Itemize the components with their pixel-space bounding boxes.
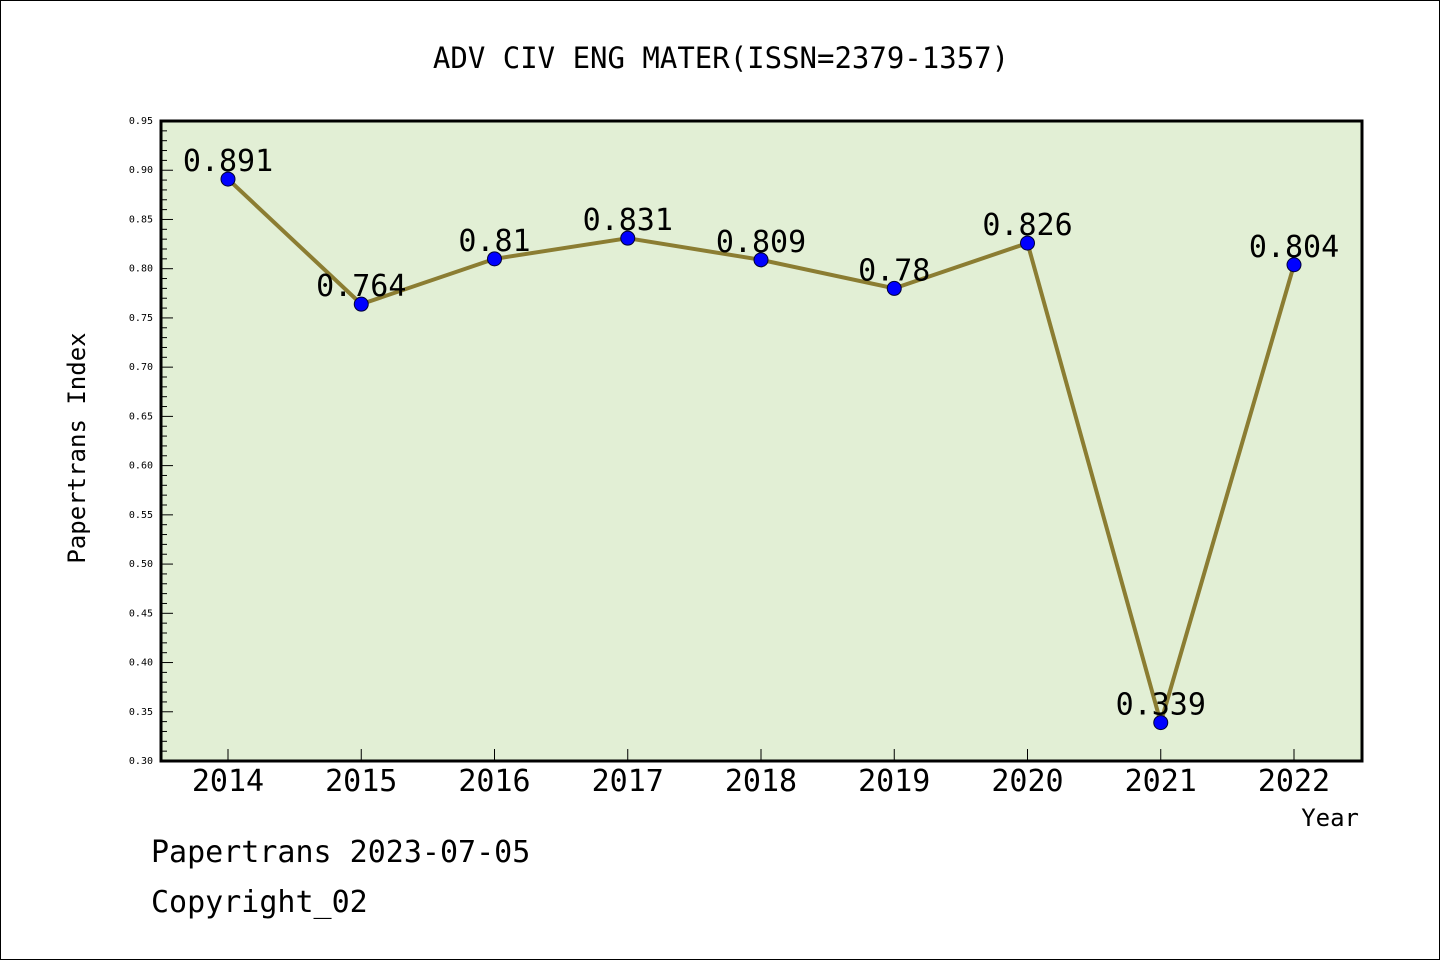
x-tick-label: 2020 (991, 764, 1063, 799)
x-tick-label: 2021 (1125, 764, 1197, 799)
data-point (353, 296, 369, 312)
x-tick-label: 2022 (1258, 764, 1330, 799)
y-tick-label: 0.80 (129, 264, 153, 275)
y-tick-label: 0.65 (129, 411, 153, 422)
y-tick-label: 0.45 (129, 608, 153, 619)
y-tick-label: 0.35 (129, 707, 153, 718)
x-tick-label: 2016 (458, 764, 530, 799)
data-point (1020, 235, 1035, 251)
y-tick-label: 0.70 (129, 362, 153, 373)
data-markers (220, 171, 1302, 731)
y-tick-label: 0.95 (129, 116, 153, 127)
x-tick-label: 2014 (192, 764, 264, 799)
data-label: 0.826 (982, 208, 1072, 243)
x-tick-label: 2015 (325, 764, 397, 799)
y-axis-label: Papertrans Index (63, 332, 91, 563)
copyright-note: Copyright_02 (151, 885, 368, 920)
x-tick-label: 2018 (725, 764, 797, 799)
data-labels: 0.891 0.764 0.81 0.831 0.809 0.78 0.826 0.339 0.… (183, 144, 1339, 723)
y-tick-label: 0.50 (129, 559, 153, 570)
data-point (753, 252, 769, 268)
data-label: 0.81 (458, 224, 530, 259)
data-label: 0.78 (858, 253, 930, 288)
y-tick-label: 0.75 (129, 313, 153, 324)
plot-frame (159, 119, 1364, 763)
y-tick-label: 0.90 (129, 165, 153, 176)
data-point (487, 251, 502, 267)
data-label: 0.764 (316, 269, 406, 304)
plot-area (161, 121, 1362, 761)
x-axis-ticks: 2014 2015 2016 2017 2018 2019 2020 2021 2022 (192, 749, 1330, 799)
data-point (1286, 257, 1302, 273)
x-axis-label: Year (1301, 804, 1359, 832)
data-label: 0.891 (183, 144, 273, 179)
source-stamp: Papertrans 2023-07-05 (151, 835, 531, 870)
data-point (1153, 715, 1169, 731)
y-tick-label: 0.85 (129, 214, 153, 225)
data-point (886, 280, 902, 296)
data-label: 0.831 (583, 203, 673, 238)
y-tick-label: 0.30 (129, 756, 153, 767)
chart-title: ADV CIV ENG MATER(ISSN=2379-1357) (433, 41, 1009, 75)
y-tick-label: 0.55 (129, 510, 153, 521)
data-point (620, 230, 636, 246)
data-label: 0.804 (1249, 230, 1339, 265)
y-tick-label: 0.40 (129, 658, 153, 669)
x-tick-label: 2017 (592, 764, 664, 799)
y-axis-ticks: 0.30 0.35 0.40 0.45 0.50 0.55 0.60 0.65 0.70 0.75… (129, 116, 173, 767)
data-label: 0.339 (1116, 688, 1206, 723)
data-point (220, 171, 236, 187)
y-tick-label: 0.60 (129, 461, 153, 472)
x-tick-label: 2019 (858, 764, 930, 799)
data-label: 0.809 (716, 225, 806, 260)
